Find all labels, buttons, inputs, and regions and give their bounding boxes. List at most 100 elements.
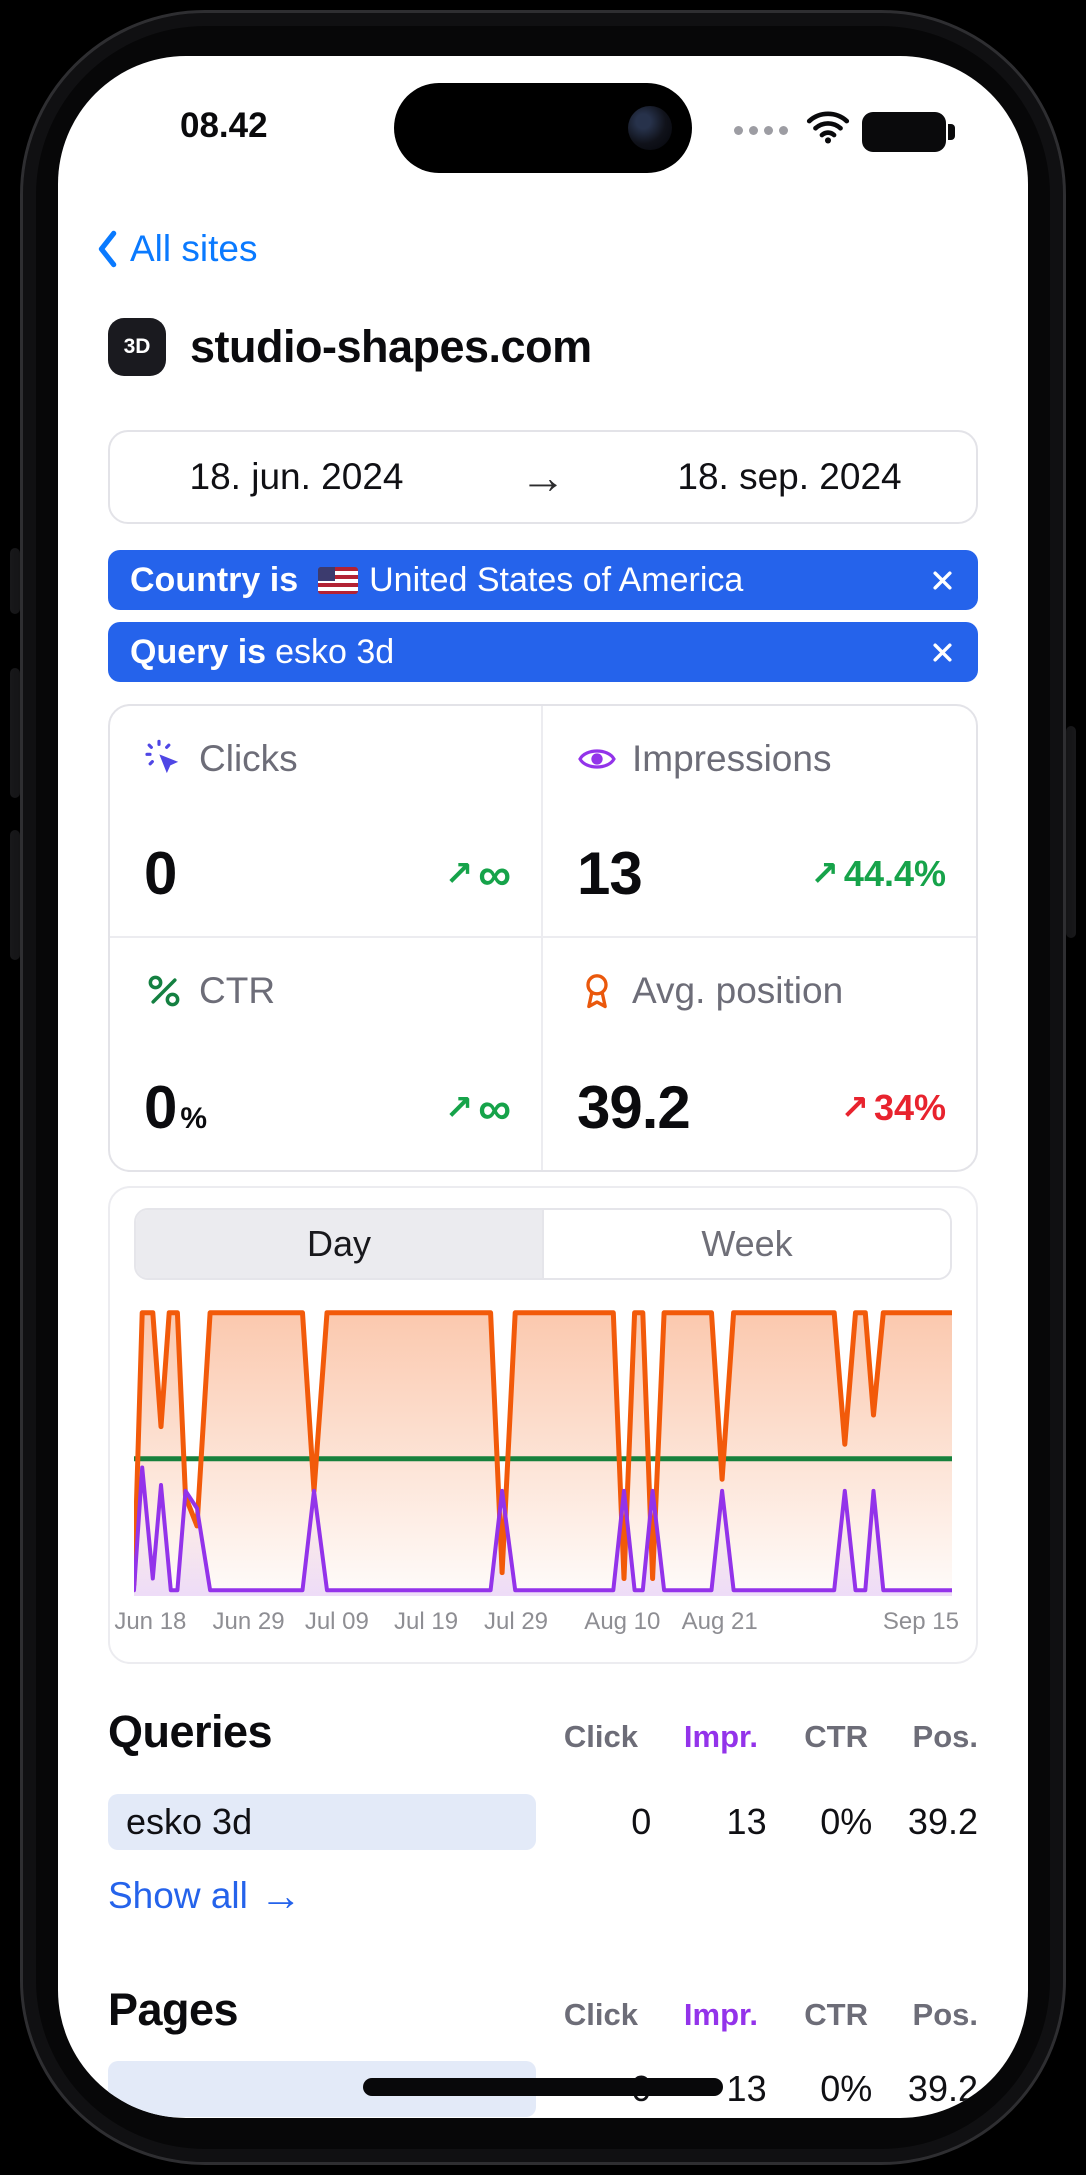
stat-label: Impressions [632, 738, 832, 779]
chevron-left-icon [96, 230, 118, 268]
col-header-click: Click [563, 1719, 638, 1754]
stat-value: 13 [577, 840, 643, 907]
volume-up-button [10, 668, 20, 798]
mute-switch [10, 548, 20, 614]
filter-prefix: Query is [130, 632, 267, 671]
query-clicks: 0 [631, 1801, 652, 1842]
col-header-impressions: Impr. [683, 1719, 758, 1754]
site-header: 3D studio-shapes.com [108, 318, 592, 376]
col-header-ctr: CTR [804, 1997, 868, 2032]
trend-up-icon: ↗ [840, 1088, 869, 1127]
filter-prefix: Country is [130, 560, 299, 599]
remove-country-filter-button[interactable] [929, 567, 956, 594]
stat-avg-position: Avg. position 39.2 ↗ 34% [543, 938, 976, 1170]
start-date: 18. jun. 2024 [189, 456, 404, 497]
show-all-queries-link[interactable]: Show all → [108, 1872, 302, 1920]
back-link-label: All sites [130, 228, 258, 269]
stat-ctr: CTR 0 % ↗ ∞ [110, 938, 543, 1170]
volume-down-button [10, 830, 20, 960]
front-camera [628, 106, 672, 150]
page-position: 39.2 [907, 2068, 978, 2109]
page-row: 0 13 0% 39.2 [108, 2061, 978, 2117]
granularity-toggle: Day Week [134, 1208, 952, 1280]
trend-value: ∞ [478, 1081, 511, 1134]
x-axis-tick: Jul 09 [304, 1608, 369, 1635]
query-impressions: 13 [726, 1801, 767, 1842]
query-position: 39.2 [907, 1801, 978, 1842]
col-header-click: Click [563, 1997, 638, 2032]
trend-up-icon: ↗ [444, 854, 474, 893]
trend-up-icon: ↗ [810, 854, 839, 893]
battery-icon [862, 112, 955, 152]
filter-chip-query: Query is esko 3d [108, 622, 978, 682]
trend-chart [131, 1304, 955, 1596]
cellular-signal-icon [734, 126, 788, 135]
stat-value: 0 [144, 1074, 177, 1141]
cursor-click-icon [144, 739, 184, 779]
query-row: esko 3d 0 13 0% 39.2 [108, 1794, 978, 1850]
impressions-trend: ↗ 44.4% [810, 853, 946, 895]
x-axis-tick: Aug 10 [584, 1608, 661, 1635]
page-ctr: 0% [820, 2068, 873, 2109]
arrow-right-icon: → [520, 451, 566, 503]
pages-header: Pages Click Impr. CTR Pos. [108, 1984, 978, 2046]
x-axis-tick: Jun 29 [212, 1608, 285, 1635]
trend-value: 44.4% [843, 852, 946, 894]
stat-value: 39.2 [577, 1074, 691, 1141]
percent-icon [144, 971, 184, 1011]
page-title: studio-shapes.com [190, 321, 592, 372]
trend-chart-card: Day Week Jun [108, 1186, 978, 1664]
query-pill[interactable]: esko 3d [108, 1794, 536, 1850]
us-flag-icon [318, 566, 359, 594]
trend-up-icon: ↗ [444, 1088, 474, 1127]
status-time: 08.42 [180, 106, 268, 145]
ctr-trend: ↗ ∞ [445, 1085, 511, 1131]
remove-query-filter-button[interactable] [929, 639, 956, 666]
stat-unit: % [180, 1102, 208, 1135]
col-header-impressions: Impr. [683, 1997, 758, 2032]
wifi-icon [806, 110, 850, 149]
stat-value: 0 [144, 840, 177, 907]
filter-value: esko 3d [275, 632, 395, 671]
x-axis-labels: Jun 18 Jun 29 Jul 09 Jul 19 Jul 29 Aug 10 Aug … [114, 1608, 959, 1642]
stat-label: CTR [199, 970, 276, 1011]
dynamic-island [394, 83, 692, 173]
trend-chart-svg [131, 1310, 955, 1596]
filter-value: United States of America [369, 560, 744, 599]
end-date: 18. sep. 2024 [677, 456, 902, 497]
trend-value: ∞ [478, 847, 511, 900]
x-axis-tick: Jun 18 [114, 1608, 187, 1635]
arrow-right-icon: → [259, 1872, 302, 1919]
filter-chip-country: Country is United States of America [108, 550, 978, 610]
metrics-card: Clicks 0 ↗ ∞ [108, 704, 978, 1172]
col-header-position: Pos. [912, 1997, 978, 2032]
x-axis-tick: Aug 21 [681, 1608, 758, 1635]
back-to-all-sites-link[interactable]: All sites [96, 224, 257, 274]
stat-label: Clicks [199, 738, 298, 779]
tab-week[interactable]: Week [542, 1210, 950, 1278]
col-header-position: Pos. [912, 1719, 978, 1754]
x-axis-tick: Jul 29 [483, 1608, 549, 1635]
stat-label: Avg. position [632, 970, 844, 1011]
clicks-trend: ↗ ∞ [445, 851, 511, 897]
show-all-label: Show all [108, 1875, 248, 1916]
stat-impressions: Impressions 13 ↗ 44.4% [543, 706, 976, 938]
col-header-ctr: CTR [804, 1719, 868, 1754]
stat-clicks: Clicks 0 ↗ ∞ [110, 706, 543, 938]
eye-icon [577, 739, 617, 779]
date-range-picker[interactable]: 18. jun. 2024 → 18. sep. 2024 [108, 430, 978, 524]
queries-header: Queries Click Impr. CTR Pos. [108, 1706, 978, 1768]
award-ribbon-icon [577, 971, 617, 1011]
x-axis-tick: Jul 19 [393, 1608, 459, 1635]
site-favicon: 3D [108, 318, 166, 376]
queries-title: Queries [108, 1706, 273, 1757]
page-impressions: 13 [726, 2068, 767, 2109]
x-axis-tick: Sep 15 [882, 1608, 959, 1635]
position-trend: ↗ 34% [840, 1087, 946, 1129]
trend-value: 34% [873, 1086, 946, 1128]
home-indicator[interactable] [363, 2078, 723, 2096]
tab-day[interactable]: Day [136, 1210, 542, 1278]
query-ctr: 0% [820, 1801, 873, 1842]
power-button [1066, 726, 1076, 938]
